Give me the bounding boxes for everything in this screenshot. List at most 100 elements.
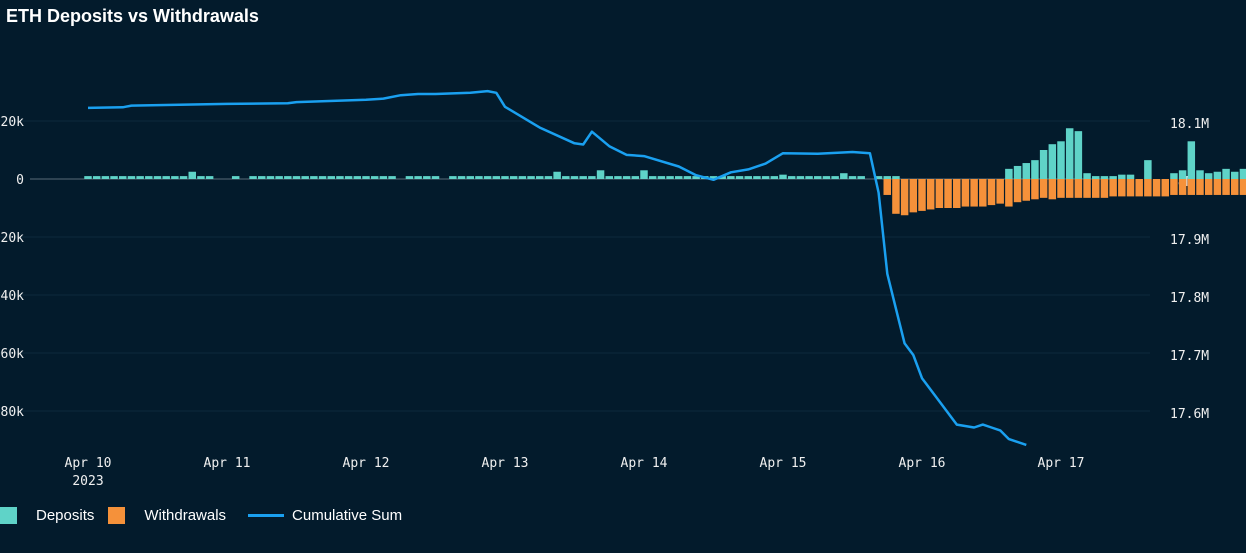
deposit-bar bbox=[423, 176, 431, 179]
withdrawal-bar bbox=[961, 179, 970, 207]
x-tick-label: Apr 10 bbox=[65, 456, 112, 471]
y-left-tick-label: 20k bbox=[1, 231, 25, 246]
deposit-bar bbox=[640, 170, 648, 179]
deposit-bar bbox=[1013, 165, 1022, 179]
deposit-bar bbox=[761, 176, 770, 179]
deposit-bar bbox=[536, 176, 544, 179]
withdrawal-bar bbox=[1100, 179, 1109, 198]
deposit-bar bbox=[1005, 168, 1013, 179]
withdrawal-bar bbox=[970, 179, 978, 207]
chart-canvas: 20k020k40k60k80k18.1M18M17.9M17.8M17.7M1… bbox=[0, 89, 1246, 489]
withdrawal-bar bbox=[1144, 179, 1152, 197]
deposit-bar bbox=[292, 176, 301, 179]
withdrawals-swatch-icon bbox=[108, 506, 126, 524]
legend-item-deposits[interactable]: Deposits bbox=[0, 506, 95, 524]
y-right-tick-label: 18.1M bbox=[1170, 117, 1209, 132]
withdrawal-bar bbox=[1005, 179, 1013, 207]
deposit-bar bbox=[1239, 168, 1246, 179]
deposit-bar bbox=[787, 176, 796, 179]
deposits-swatch-icon bbox=[0, 506, 17, 524]
y-right-tick-label: 17.9M bbox=[1170, 233, 1209, 248]
deposit-bar bbox=[805, 176, 813, 179]
deposit-bar bbox=[379, 176, 388, 179]
withdrawal-bar bbox=[1013, 179, 1022, 203]
legend-label-cumulative: Cumulative Sum bbox=[292, 506, 403, 524]
deposit-bar bbox=[1039, 150, 1048, 179]
deposit-bar bbox=[1083, 173, 1091, 179]
deposit-bar bbox=[353, 176, 362, 179]
deposit-bar bbox=[92, 176, 101, 179]
deposit-bar bbox=[562, 176, 570, 179]
deposit-bar bbox=[796, 176, 805, 179]
deposit-bar bbox=[614, 176, 622, 179]
deposit-bar bbox=[1126, 174, 1135, 179]
withdrawal-bar bbox=[1022, 179, 1030, 201]
deposit-bar bbox=[648, 176, 657, 179]
withdrawal-bar bbox=[1178, 179, 1187, 195]
legend-label-withdrawals: Withdrawals bbox=[144, 506, 227, 524]
deposit-bar bbox=[101, 176, 110, 179]
deposit-bar bbox=[405, 176, 414, 179]
deposit-bar bbox=[840, 173, 848, 179]
withdrawal-bar bbox=[979, 179, 987, 207]
deposit-bar bbox=[509, 176, 518, 179]
deposit-bar bbox=[1022, 163, 1030, 179]
deposit-bar bbox=[631, 176, 640, 179]
deposit-bar bbox=[318, 176, 327, 179]
deposit-bar bbox=[544, 176, 553, 179]
deposit-bar bbox=[301, 176, 309, 179]
deposit-bar bbox=[370, 176, 379, 179]
deposit-bar bbox=[84, 176, 92, 179]
deposit-bar bbox=[284, 176, 292, 179]
y-left-tick-label: 80k bbox=[1, 405, 25, 420]
withdrawal-bar bbox=[1057, 179, 1065, 198]
withdrawal-bar bbox=[1109, 179, 1117, 197]
deposit-bar bbox=[1065, 128, 1074, 179]
deposit-bar bbox=[466, 176, 474, 179]
deposit-bar bbox=[1074, 131, 1083, 179]
deposit-bar bbox=[553, 171, 561, 179]
withdrawal-bar bbox=[1118, 179, 1126, 197]
y-left-tick-label: 20k bbox=[1, 115, 25, 130]
deposit-bar bbox=[136, 176, 144, 179]
deposit-bar bbox=[727, 176, 735, 179]
withdrawal-bar bbox=[953, 179, 961, 208]
deposit-bar bbox=[518, 176, 527, 179]
legend-item-cumulative[interactable]: Cumulative Sum bbox=[240, 507, 402, 524]
deposit-bar bbox=[457, 176, 466, 179]
withdrawal-bar bbox=[1065, 179, 1074, 198]
legend-item-withdrawals[interactable]: Withdrawals bbox=[108, 506, 227, 524]
deposit-bar bbox=[709, 176, 718, 179]
deposit-bar bbox=[1092, 176, 1100, 179]
x-tick-sublabel: 2023 bbox=[72, 474, 103, 489]
withdrawal-bar bbox=[1083, 179, 1091, 198]
withdrawal-bar bbox=[909, 179, 918, 213]
deposit-bar bbox=[231, 176, 240, 179]
x-tick-label: Apr 11 bbox=[204, 456, 251, 471]
deposit-bar bbox=[605, 176, 613, 179]
legend-label-deposits: Deposits bbox=[36, 506, 95, 524]
deposit-bar bbox=[258, 176, 266, 179]
deposit-bar bbox=[127, 176, 136, 179]
deposit-bar bbox=[266, 176, 275, 179]
deposit-bar bbox=[1100, 176, 1109, 179]
withdrawal-bar bbox=[892, 179, 900, 214]
deposit-bar bbox=[336, 176, 344, 179]
deposit-bar bbox=[735, 176, 744, 179]
deposit-bar bbox=[814, 176, 822, 179]
withdrawal-bar bbox=[900, 179, 909, 216]
withdrawal-bar bbox=[1092, 179, 1100, 198]
deposit-bar bbox=[588, 176, 596, 179]
deposit-bar bbox=[1057, 141, 1065, 179]
deposit-bar bbox=[171, 176, 179, 179]
x-tick-label: Apr 13 bbox=[482, 456, 529, 471]
withdrawal-bar bbox=[1039, 179, 1048, 198]
y-left-tick-label: 60k bbox=[1, 347, 25, 362]
deposit-bar bbox=[822, 176, 831, 179]
deposit-bar bbox=[848, 176, 857, 179]
withdrawal-bar bbox=[1170, 179, 1178, 195]
deposit-bar bbox=[197, 176, 205, 179]
deposit-bar bbox=[718, 176, 726, 179]
deposit-bar bbox=[1118, 174, 1126, 179]
y-left-tick-label: 0 bbox=[16, 173, 24, 188]
